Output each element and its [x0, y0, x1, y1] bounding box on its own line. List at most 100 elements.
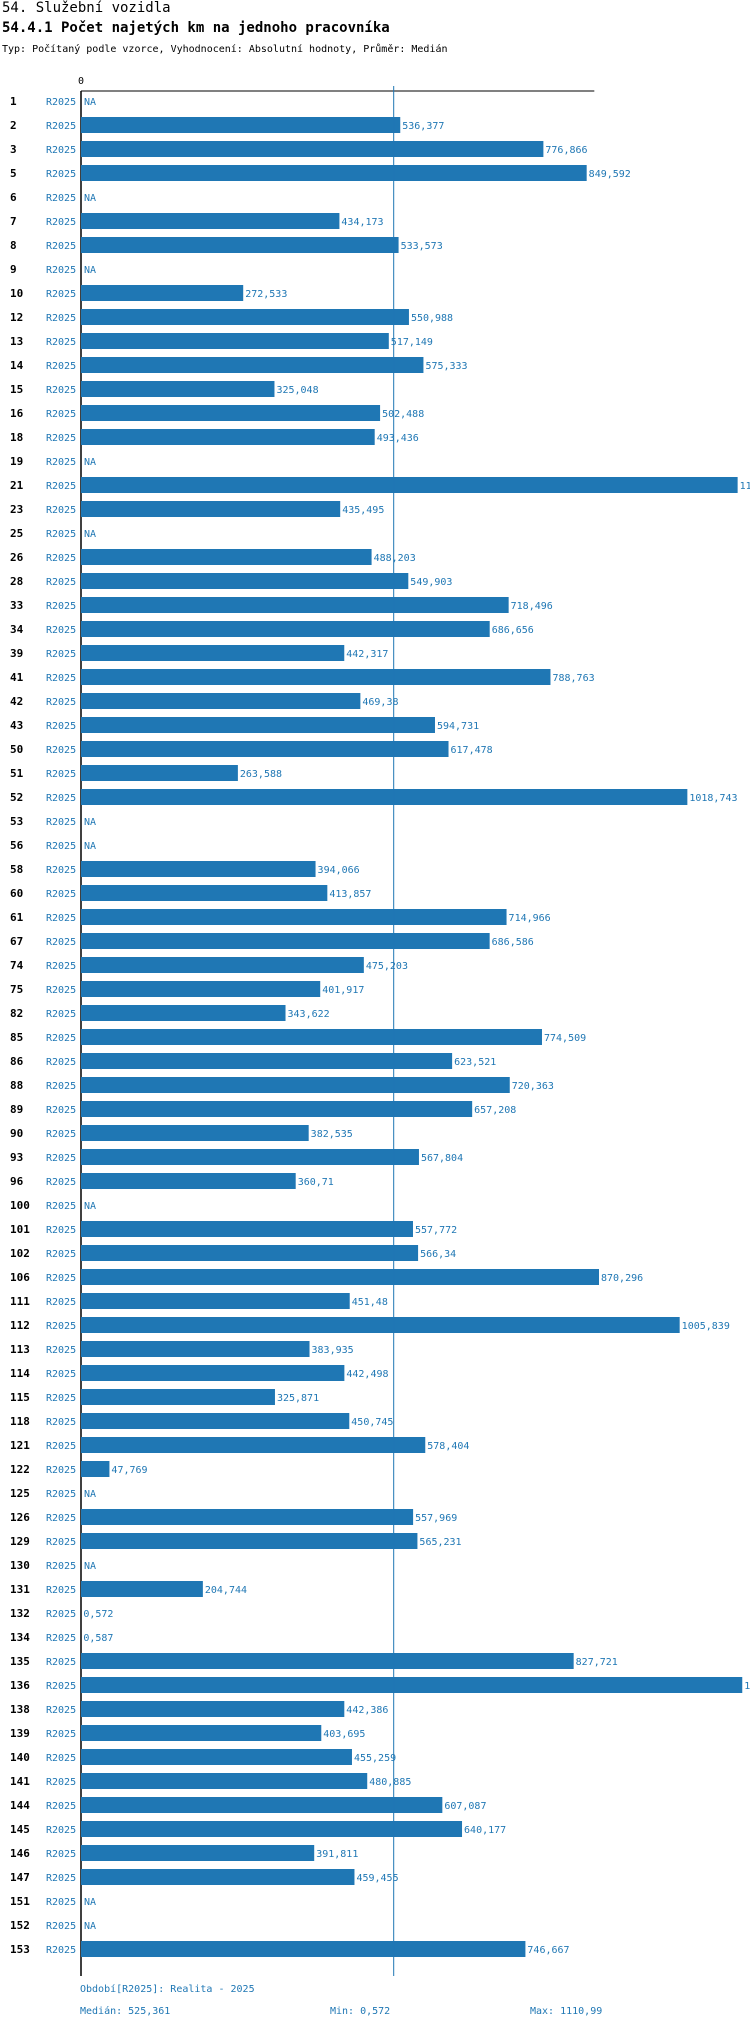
bar-value-label: 714,966 [509, 913, 551, 924]
series-label: R2025 [46, 409, 76, 420]
bar-value-label: 774,509 [544, 1033, 586, 1044]
row-id-label: 1 [10, 95, 17, 108]
row-id-label: 114 [10, 1367, 30, 1380]
bar-value-label: 1005,839 [682, 1321, 730, 1332]
series-label: R2025 [46, 1753, 76, 1764]
row-id-label: 10 [10, 287, 23, 300]
row-id-label: 136 [10, 1679, 30, 1692]
series-label: R2025 [46, 97, 76, 108]
row-id-label: 2 [10, 119, 17, 132]
bar [81, 669, 551, 685]
row-id-label: 85 [10, 1031, 23, 1044]
row-id-label: 93 [10, 1151, 23, 1164]
series-label: R2025 [46, 1849, 76, 1860]
row-id-label: 21 [10, 479, 24, 492]
chart-title: 54.4.1 Počet najetých km na jednoho prac… [2, 20, 390, 36]
footer-max: Max: 1110,99 [530, 2006, 603, 2017]
bar [81, 213, 340, 229]
bar-value-label: NA [84, 529, 96, 540]
row-id-label: 90 [10, 1127, 23, 1140]
bar-value-label: 517,149 [391, 337, 433, 348]
row-id-label: 18 [10, 431, 23, 444]
bar-value-label: 394,066 [318, 865, 360, 876]
row-id-label: 147 [10, 1871, 30, 1884]
bar [81, 141, 544, 157]
row-id-label: 52 [10, 791, 23, 804]
bar-value-label: 382,535 [311, 1129, 353, 1140]
series-label: R2025 [46, 577, 76, 588]
series-label: R2025 [46, 985, 76, 996]
series-label: R2025 [46, 1705, 76, 1716]
bar [81, 1389, 275, 1405]
row-id-label: 141 [10, 1775, 30, 1788]
bar [81, 429, 375, 445]
bar [81, 573, 409, 589]
bar-value-label: 455,259 [354, 1753, 396, 1764]
footer-median: Medián: 525,361 [80, 2006, 171, 2017]
bar-value-label: NA [84, 1897, 96, 1908]
bar [81, 645, 345, 661]
bar [81, 381, 275, 397]
row-id-label: 13 [10, 335, 23, 348]
bar [81, 861, 316, 877]
bar-value-label: 451,48 [352, 1297, 388, 1308]
row-id-label: 6 [10, 191, 17, 204]
bar-value-label: 1110,99 [744, 1681, 750, 1692]
series-label: R2025 [46, 697, 76, 708]
bar-value-label: 567,804 [421, 1153, 463, 1164]
row-id-label: 153 [10, 1943, 30, 1956]
bar [81, 309, 409, 325]
bar [81, 1365, 345, 1381]
series-label: R2025 [46, 1897, 76, 1908]
bar [81, 1053, 453, 1069]
bar [81, 501, 341, 517]
series-label: R2025 [46, 961, 76, 972]
series-label: R2025 [46, 121, 76, 132]
row-id-label: 19 [10, 455, 23, 468]
row-id-label: 130 [10, 1559, 30, 1572]
series-label: R2025 [46, 241, 76, 252]
series-label: R2025 [46, 1369, 76, 1380]
bar [81, 765, 238, 781]
bar [81, 549, 372, 565]
bar [81, 1773, 368, 1789]
bar [81, 1725, 322, 1741]
bar-value-label: 263,588 [240, 769, 282, 780]
series-label: R2025 [46, 1225, 76, 1236]
bar-value-label: 450,745 [351, 1417, 393, 1428]
series-label: R2025 [46, 313, 76, 324]
series-label: R2025 [46, 337, 76, 348]
bar-value-label: 557,772 [415, 1225, 457, 1236]
bar [81, 1581, 203, 1597]
series-label: R2025 [46, 1033, 76, 1044]
bar [81, 477, 738, 493]
series-label: R2025 [46, 793, 76, 804]
series-label: R2025 [46, 193, 76, 204]
bar [81, 1125, 309, 1141]
bar-value-label: 550,988 [411, 313, 453, 324]
series-label: R2025 [46, 1465, 76, 1476]
series-label: R2025 [46, 1825, 76, 1836]
bar-value-label: 686,586 [492, 937, 534, 948]
bar [81, 117, 401, 133]
series-label: R2025 [46, 1009, 76, 1020]
bar-value-label: 435,495 [342, 505, 384, 516]
series-label: R2025 [46, 937, 76, 948]
chart-subtitle: Typ: Počítaný podle vzorce, Vyhodnocení:… [2, 44, 448, 55]
bar-value-label: 360,71 [298, 1177, 334, 1188]
bar [81, 1413, 350, 1429]
series-label: R2025 [46, 1129, 76, 1140]
bar-value-label: 533,573 [401, 241, 443, 252]
bar-value-label: 480,885 [369, 1777, 411, 1788]
bar [81, 1077, 510, 1093]
bar [81, 333, 389, 349]
row-id-label: 41 [10, 671, 24, 684]
series-label: R2025 [46, 865, 76, 876]
series-label: R2025 [46, 169, 76, 180]
series-label: R2025 [46, 1561, 76, 1572]
row-id-label: 25 [10, 527, 23, 540]
bar-value-label: NA [84, 1561, 96, 1572]
series-label: R2025 [46, 1393, 76, 1404]
row-id-label: 121 [10, 1439, 30, 1452]
